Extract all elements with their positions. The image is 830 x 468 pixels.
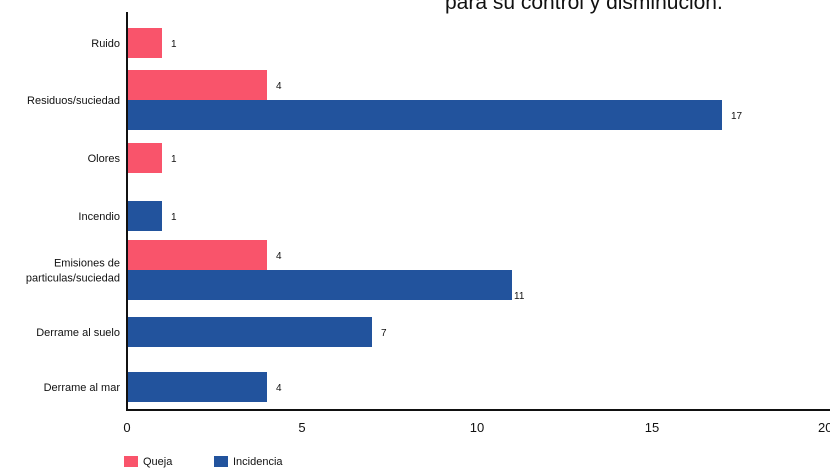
- category-label: Emisiones de particulas/suciedad: [26, 258, 120, 285]
- data-label: 1: [171, 39, 177, 50]
- legend: Queja Incidencia: [124, 456, 283, 468]
- bar-queja: [127, 240, 267, 270]
- legend-label-incidencia: Incidencia: [233, 456, 283, 468]
- bar-incidencia: [127, 270, 512, 300]
- bar-incidencia: [127, 201, 162, 231]
- bars-layer: [127, 28, 722, 402]
- category-label: Olores: [88, 153, 121, 165]
- category-label: Derrame al mar: [44, 382, 121, 394]
- bar-incidencia: [127, 372, 267, 402]
- data-label: 7: [381, 328, 387, 339]
- data-label: 11: [514, 291, 525, 302]
- labels-layer: 1 Ruido 4 17 Residuos/suciedad 1 Olores 1 Incend…: [26, 38, 743, 394]
- category-label: Residuos/suciedad: [27, 95, 120, 107]
- x-tick-label: 15: [645, 420, 659, 435]
- data-label: 4: [276, 383, 282, 394]
- bar-queja: [127, 143, 162, 173]
- data-label: 17: [731, 111, 743, 122]
- legend-label-queja: Queja: [143, 456, 173, 468]
- category-label: Ruido: [91, 38, 120, 50]
- bar-queja: [127, 28, 162, 58]
- legend-swatch-incidencia: [214, 456, 228, 467]
- data-label: 1: [171, 154, 177, 165]
- x-tick-label: 0: [123, 420, 130, 435]
- bar-incidencia: [127, 317, 372, 347]
- bar-incidencia: [127, 100, 722, 130]
- category-label: Derrame al suelo: [36, 327, 120, 339]
- x-tick-label: 20: [818, 420, 830, 435]
- x-tick-label: 5: [298, 420, 305, 435]
- data-label: 4: [276, 81, 282, 92]
- chart-title: para su control y disminución.: [445, 0, 723, 14]
- data-label: 4: [276, 251, 282, 262]
- data-label: 1: [171, 212, 177, 223]
- legend-swatch-queja: [124, 456, 138, 467]
- bar-queja: [127, 70, 267, 100]
- category-label: Incendio: [78, 211, 120, 223]
- axes-layer: 0 5 10 15 20: [123, 12, 830, 435]
- x-tick-label: 10: [470, 420, 484, 435]
